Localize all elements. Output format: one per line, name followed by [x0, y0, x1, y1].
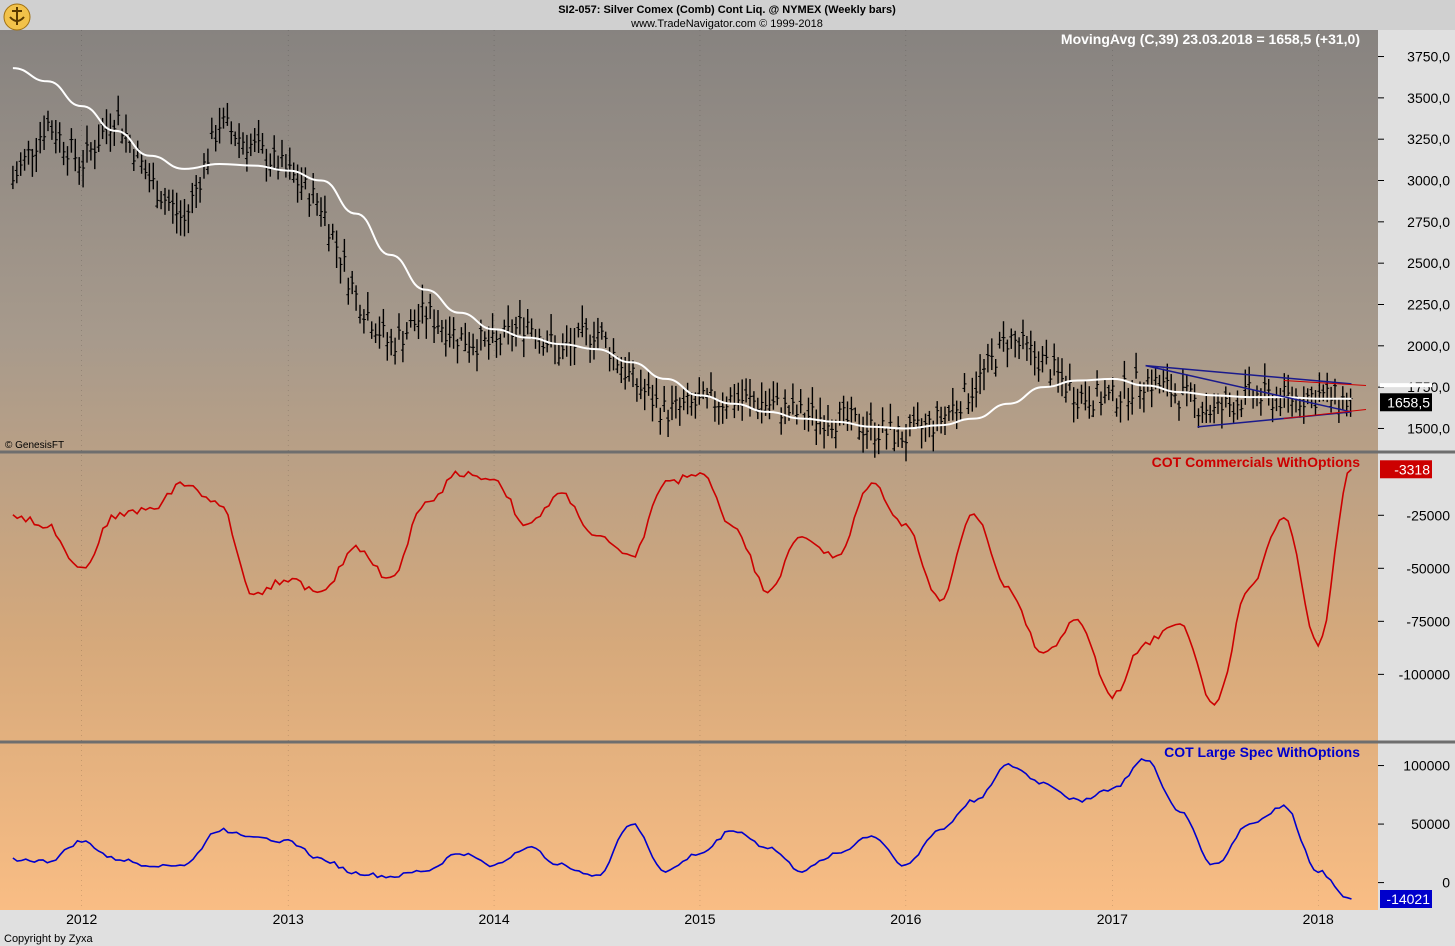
price-panel-title: MovingAvg (C,39) 23.03.2018 = 1658,5 (+3… [1061, 31, 1360, 47]
y-tick-label: 3000,0 [1407, 173, 1450, 189]
y-tick-label: 2000,0 [1407, 338, 1450, 354]
last-value-label: -14021 [1386, 891, 1430, 907]
y-tick-label: 2500,0 [1407, 255, 1450, 271]
chart-title: SI2-057: Silver Comex (Comb) Cont Liq. @… [558, 4, 896, 16]
y-tick-label: 3250,0 [1407, 131, 1450, 147]
x-tick-label: 2016 [890, 911, 921, 927]
y-tick-label: 3750,0 [1407, 49, 1450, 65]
large-spec-line [12, 757, 1352, 900]
last-value-box [1380, 460, 1432, 479]
y-tick-label: -50000 [1406, 560, 1450, 576]
anchor-logo-icon [3, 3, 31, 31]
y-tick-label: 3500,0 [1407, 90, 1450, 106]
y-tick-label: -100000 [1399, 666, 1451, 682]
last-price-label: 1658,5 [1387, 394, 1430, 410]
chart-subtitle: www.TradeNavigator.com © 1999-2018 [630, 18, 823, 30]
y-tick-label: 1500,0 [1407, 420, 1450, 436]
x-axis-strip [0, 910, 1455, 946]
ma-value-marker [1380, 383, 1432, 388]
x-tick-label: 2018 [1303, 911, 1334, 927]
x-tick-label: 2015 [684, 911, 715, 927]
moving-average-line [12, 67, 1352, 430]
y-tick-label: 100000 [1403, 758, 1450, 774]
y-tick-label: 2250,0 [1407, 296, 1450, 312]
plot-background [0, 30, 1378, 910]
last-value-label: -3318 [1394, 461, 1430, 477]
x-tick-label: 2014 [478, 911, 509, 927]
y-tick-label: -25000 [1406, 507, 1450, 523]
y-tick-label: 2750,0 [1407, 214, 1450, 230]
large-spec-panel-title: COT Large Spec WithOptions [1164, 744, 1360, 760]
copyright: Copyright by Zyxa [4, 933, 94, 945]
commercials-line [12, 468, 1353, 707]
last-price-box [1380, 393, 1432, 412]
triangle-pattern [1145, 364, 1352, 428]
y-tick-label: 50000 [1411, 816, 1450, 832]
x-tick-label: 2012 [66, 911, 97, 927]
y-tick-label: -75000 [1406, 613, 1450, 629]
trend-line-upper [1283, 380, 1367, 386]
x-tick-label: 2013 [273, 911, 304, 927]
watermark: © GenesisFT [5, 440, 64, 451]
x-tick-label: 2017 [1097, 911, 1128, 927]
last-value-box [1380, 890, 1432, 909]
trend-line-lower [1283, 408, 1367, 420]
y-tick-label: 0 [1442, 875, 1450, 891]
commercials-panel-title: COT Commercials WithOptions [1152, 454, 1361, 470]
